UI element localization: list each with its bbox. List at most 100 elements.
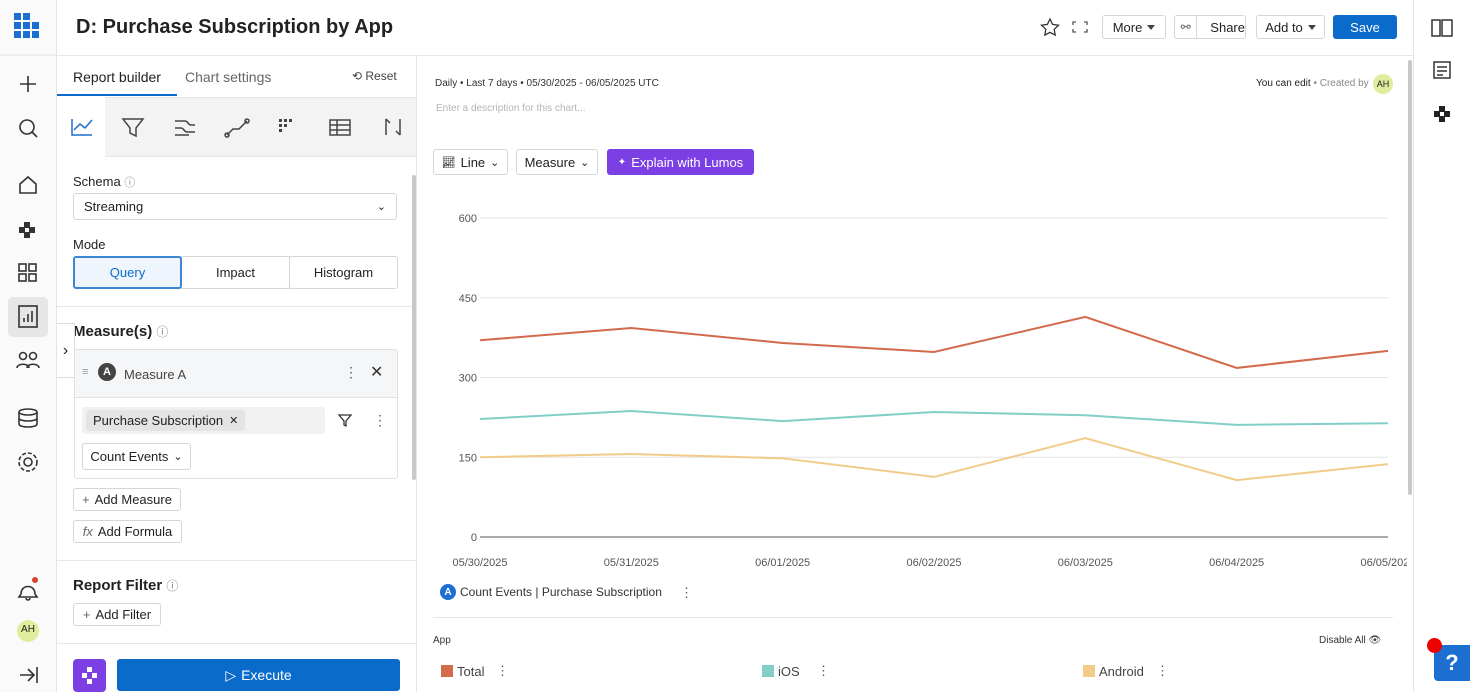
- legend-item-menu[interactable]: ⋮: [1156, 663, 1169, 678]
- event-name: Purchase Subscription: [93, 413, 224, 428]
- builder-panel: [57, 56, 417, 692]
- edit-status: You can edit: [1256, 78, 1311, 89]
- time-range: Last 7 days: [466, 78, 518, 89]
- more-button[interactable]: More: [1102, 15, 1166, 39]
- event-chip[interactable]: Purchase Subscription ✕: [86, 410, 246, 431]
- y-tick-label: 0: [471, 532, 477, 544]
- share-button[interactable]: ⚯ Share: [1174, 15, 1246, 39]
- schema-label-text: Schema: [73, 174, 121, 189]
- schema-value: Streaming: [84, 199, 144, 214]
- mode-query[interactable]: Query: [73, 256, 182, 289]
- series-line: [479, 315, 1389, 369]
- description-input[interactable]: Enter a description for this chart...: [436, 103, 586, 114]
- y-tick-label: 450: [459, 293, 477, 305]
- legend-swatch[interactable]: [441, 665, 453, 677]
- metric-label: Measure: [524, 154, 576, 170]
- legend-title: Count Events | Purchase Subscription: [460, 585, 662, 599]
- add-to-label: Add to: [1265, 19, 1303, 35]
- explain-label: Explain with Lumos: [631, 154, 744, 170]
- y-tick-label: 600: [459, 213, 477, 225]
- line-chart: 0 150 300 450 600 05/30/2025 05/31/2025 06/01/2…: [452, 213, 1407, 569]
- measure-name[interactable]: Measure A: [124, 367, 187, 382]
- reset-button[interactable]: ⟲ Reset: [352, 69, 397, 83]
- x-tick-label: 06/05/2025: [1360, 557, 1407, 569]
- filter-icon[interactable]: [337, 412, 353, 428]
- legend-swatch[interactable]: [1083, 665, 1095, 677]
- tab-chart-settings[interactable]: Chart settings: [185, 69, 272, 85]
- chart-meta: Daily • Last 7 days • 05/30/2025 - 06/05…: [435, 78, 659, 89]
- header-divider: [57, 55, 1413, 56]
- panel-scrollbar: [412, 175, 416, 480]
- aggregation-label: Count Events: [90, 449, 169, 464]
- notification-dot: [1427, 638, 1442, 653]
- add-filter-label: Add Filter: [95, 607, 152, 622]
- add-formula-button[interactable]: fx Add Formula: [73, 520, 182, 543]
- schema-select[interactable]: Streaming ⌄: [73, 193, 397, 220]
- legend-label[interactable]: iOS: [778, 664, 800, 679]
- owner-avatar[interactable]: AH: [1373, 74, 1393, 94]
- nav-icons: [0, 13, 57, 683]
- measure-menu[interactable]: ⋮: [344, 364, 358, 380]
- mode-impact-label: Impact: [215, 265, 255, 280]
- scrollbar: [1408, 60, 1412, 495]
- add-measure-button[interactable]: + Add Measure: [73, 488, 181, 511]
- y-tick-label: 300: [459, 373, 477, 385]
- legend-item-menu[interactable]: ⋮: [496, 663, 509, 678]
- divider: [57, 643, 416, 644]
- help-button[interactable]: ?: [1434, 645, 1470, 681]
- granularity: Daily: [435, 78, 458, 89]
- legend-item-menu[interactable]: ⋮: [817, 663, 830, 678]
- chart-type-label: Line: [460, 154, 486, 170]
- right-icons[interactable]: [1414, 0, 1470, 130]
- add-filter-button[interactable]: + Add Filter: [73, 603, 161, 626]
- header-icons[interactable]: [1038, 16, 1094, 38]
- legend-label[interactable]: Android: [1099, 664, 1144, 679]
- chart-type-strip: [105, 97, 416, 157]
- right-bar: [1413, 0, 1470, 692]
- explain-button[interactable]: ✦ Explain with Lumos: [607, 149, 754, 175]
- mode-label: Mode: [73, 237, 106, 252]
- measure-header: [75, 350, 397, 398]
- lumos-button[interactable]: [73, 659, 106, 692]
- edit-info: You can edit • Created by: [1256, 78, 1369, 89]
- tab-underline: [57, 94, 177, 96]
- y-tick-label: 150: [459, 452, 477, 464]
- save-button[interactable]: Save: [1333, 15, 1397, 39]
- measures-title: Measure(s) ⓘ: [73, 323, 169, 340]
- mode-histogram[interactable]: Histogram: [289, 256, 398, 289]
- share-label: Share: [1210, 19, 1245, 35]
- more-label: More: [1112, 19, 1143, 35]
- chart-type-select[interactable]: 📈︎ Line ⌄: [433, 149, 508, 175]
- disable-all[interactable]: Disable All 👁︎: [1319, 635, 1382, 646]
- drag-handle[interactable]: ≡: [82, 366, 89, 378]
- x-tick-label: 06/01/2025: [755, 557, 810, 569]
- chart-type-icons[interactable]: [57, 97, 417, 157]
- measure-badge: A: [98, 363, 116, 381]
- add-formula-label: Add Formula: [97, 524, 173, 539]
- collapse-toggle[interactable]: ›: [57, 323, 75, 378]
- report-title: D: Purchase Subscription by App: [76, 16, 394, 38]
- tab-report-builder[interactable]: Report builder: [73, 69, 161, 85]
- group-label: App: [433, 635, 451, 646]
- x-tick-label: 06/04/2025: [1209, 557, 1264, 569]
- nav-bar: AH: [0, 0, 57, 692]
- mode-impact[interactable]: Impact: [181, 256, 290, 289]
- measure-card: [74, 349, 398, 479]
- execute-button[interactable]: ▷ Execute: [117, 659, 400, 691]
- measures-title-text: Measure(s): [73, 323, 153, 340]
- legend-swatch[interactable]: [762, 665, 774, 677]
- event-menu[interactable]: ⋮: [373, 412, 387, 428]
- x-tick-label: 05/31/2025: [604, 557, 659, 569]
- x-tick-label: 05/30/2025: [452, 557, 507, 569]
- metric-select[interactable]: Measure ⌄: [516, 149, 598, 175]
- legend-label[interactable]: Total: [457, 664, 485, 679]
- divider: [433, 617, 1393, 618]
- add-measure-label: Add Measure: [94, 492, 172, 507]
- nav-avatar[interactable]: AH: [21, 624, 35, 635]
- measure-remove[interactable]: ✕: [370, 364, 384, 381]
- legend-menu[interactable]: ⋮: [680, 585, 693, 600]
- add-to-button[interactable]: Add to: [1256, 15, 1325, 39]
- divider: [57, 306, 416, 307]
- aggregation-select[interactable]: Count Events ⌄: [82, 443, 191, 470]
